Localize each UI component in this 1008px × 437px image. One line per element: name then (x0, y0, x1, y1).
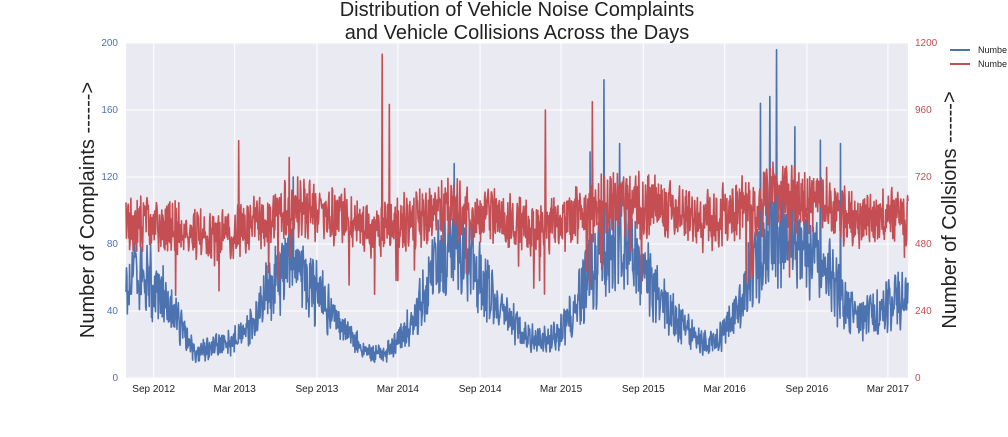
series-line-collisions (125, 53, 909, 297)
series-line-complaints (125, 48, 909, 364)
x-tick-label: Sep 2015 (622, 384, 665, 395)
y-right-tick-label: 720 (915, 172, 932, 183)
x-tick-label: Mar 2014 (377, 384, 420, 395)
y-right-tick-label: 1200 (915, 38, 938, 49)
y-left-tick-label: 200 (101, 38, 118, 49)
x-tick-label: Mar 2016 (704, 384, 747, 395)
chart-title-line-1: Distribution of Vehicle Noise Complaints (340, 0, 695, 21)
y-left-tick-label: 0 (112, 373, 118, 384)
x-tick-label: Sep 2016 (786, 384, 829, 395)
y-right-tick-label: 480 (915, 239, 932, 250)
x-tick-label: Sep 2013 (296, 384, 339, 395)
chart-title-line-2: and Vehicle Collisions Across the Days (345, 22, 690, 44)
legend-label-collisions: Numbe (978, 59, 1007, 69)
y-axis-right-label: Number of Collsions ------> (939, 91, 961, 328)
series-layer (125, 48, 909, 364)
y-left-tick-label: 160 (101, 105, 118, 116)
y-left-tick-label: 120 (101, 172, 118, 183)
y-right-tick-label: 960 (915, 105, 932, 116)
x-tick-label: Sep 2014 (459, 384, 502, 395)
x-tick-label: Mar 2015 (540, 384, 583, 395)
legend-label-complaints: Numbe (978, 45, 1007, 55)
y-right-tick-label: 0 (915, 373, 921, 384)
legend: Numbe Numbe (950, 45, 1007, 69)
y-left-tick-label: 40 (107, 306, 119, 317)
x-tick-label: Mar 2017 (867, 384, 910, 395)
y-left-tick-label: 80 (107, 239, 119, 250)
x-tick-label: Mar 2013 (214, 384, 257, 395)
axes-layer: Sep 2012 Mar 2013 Sep 2013 Mar 2014 Sep 2014… (101, 38, 937, 395)
y-axis-left-label: Number of Complaints ------> (77, 82, 99, 338)
y-right-tick-label: 240 (915, 306, 932, 317)
x-tick-label: Sep 2012 (132, 384, 175, 395)
